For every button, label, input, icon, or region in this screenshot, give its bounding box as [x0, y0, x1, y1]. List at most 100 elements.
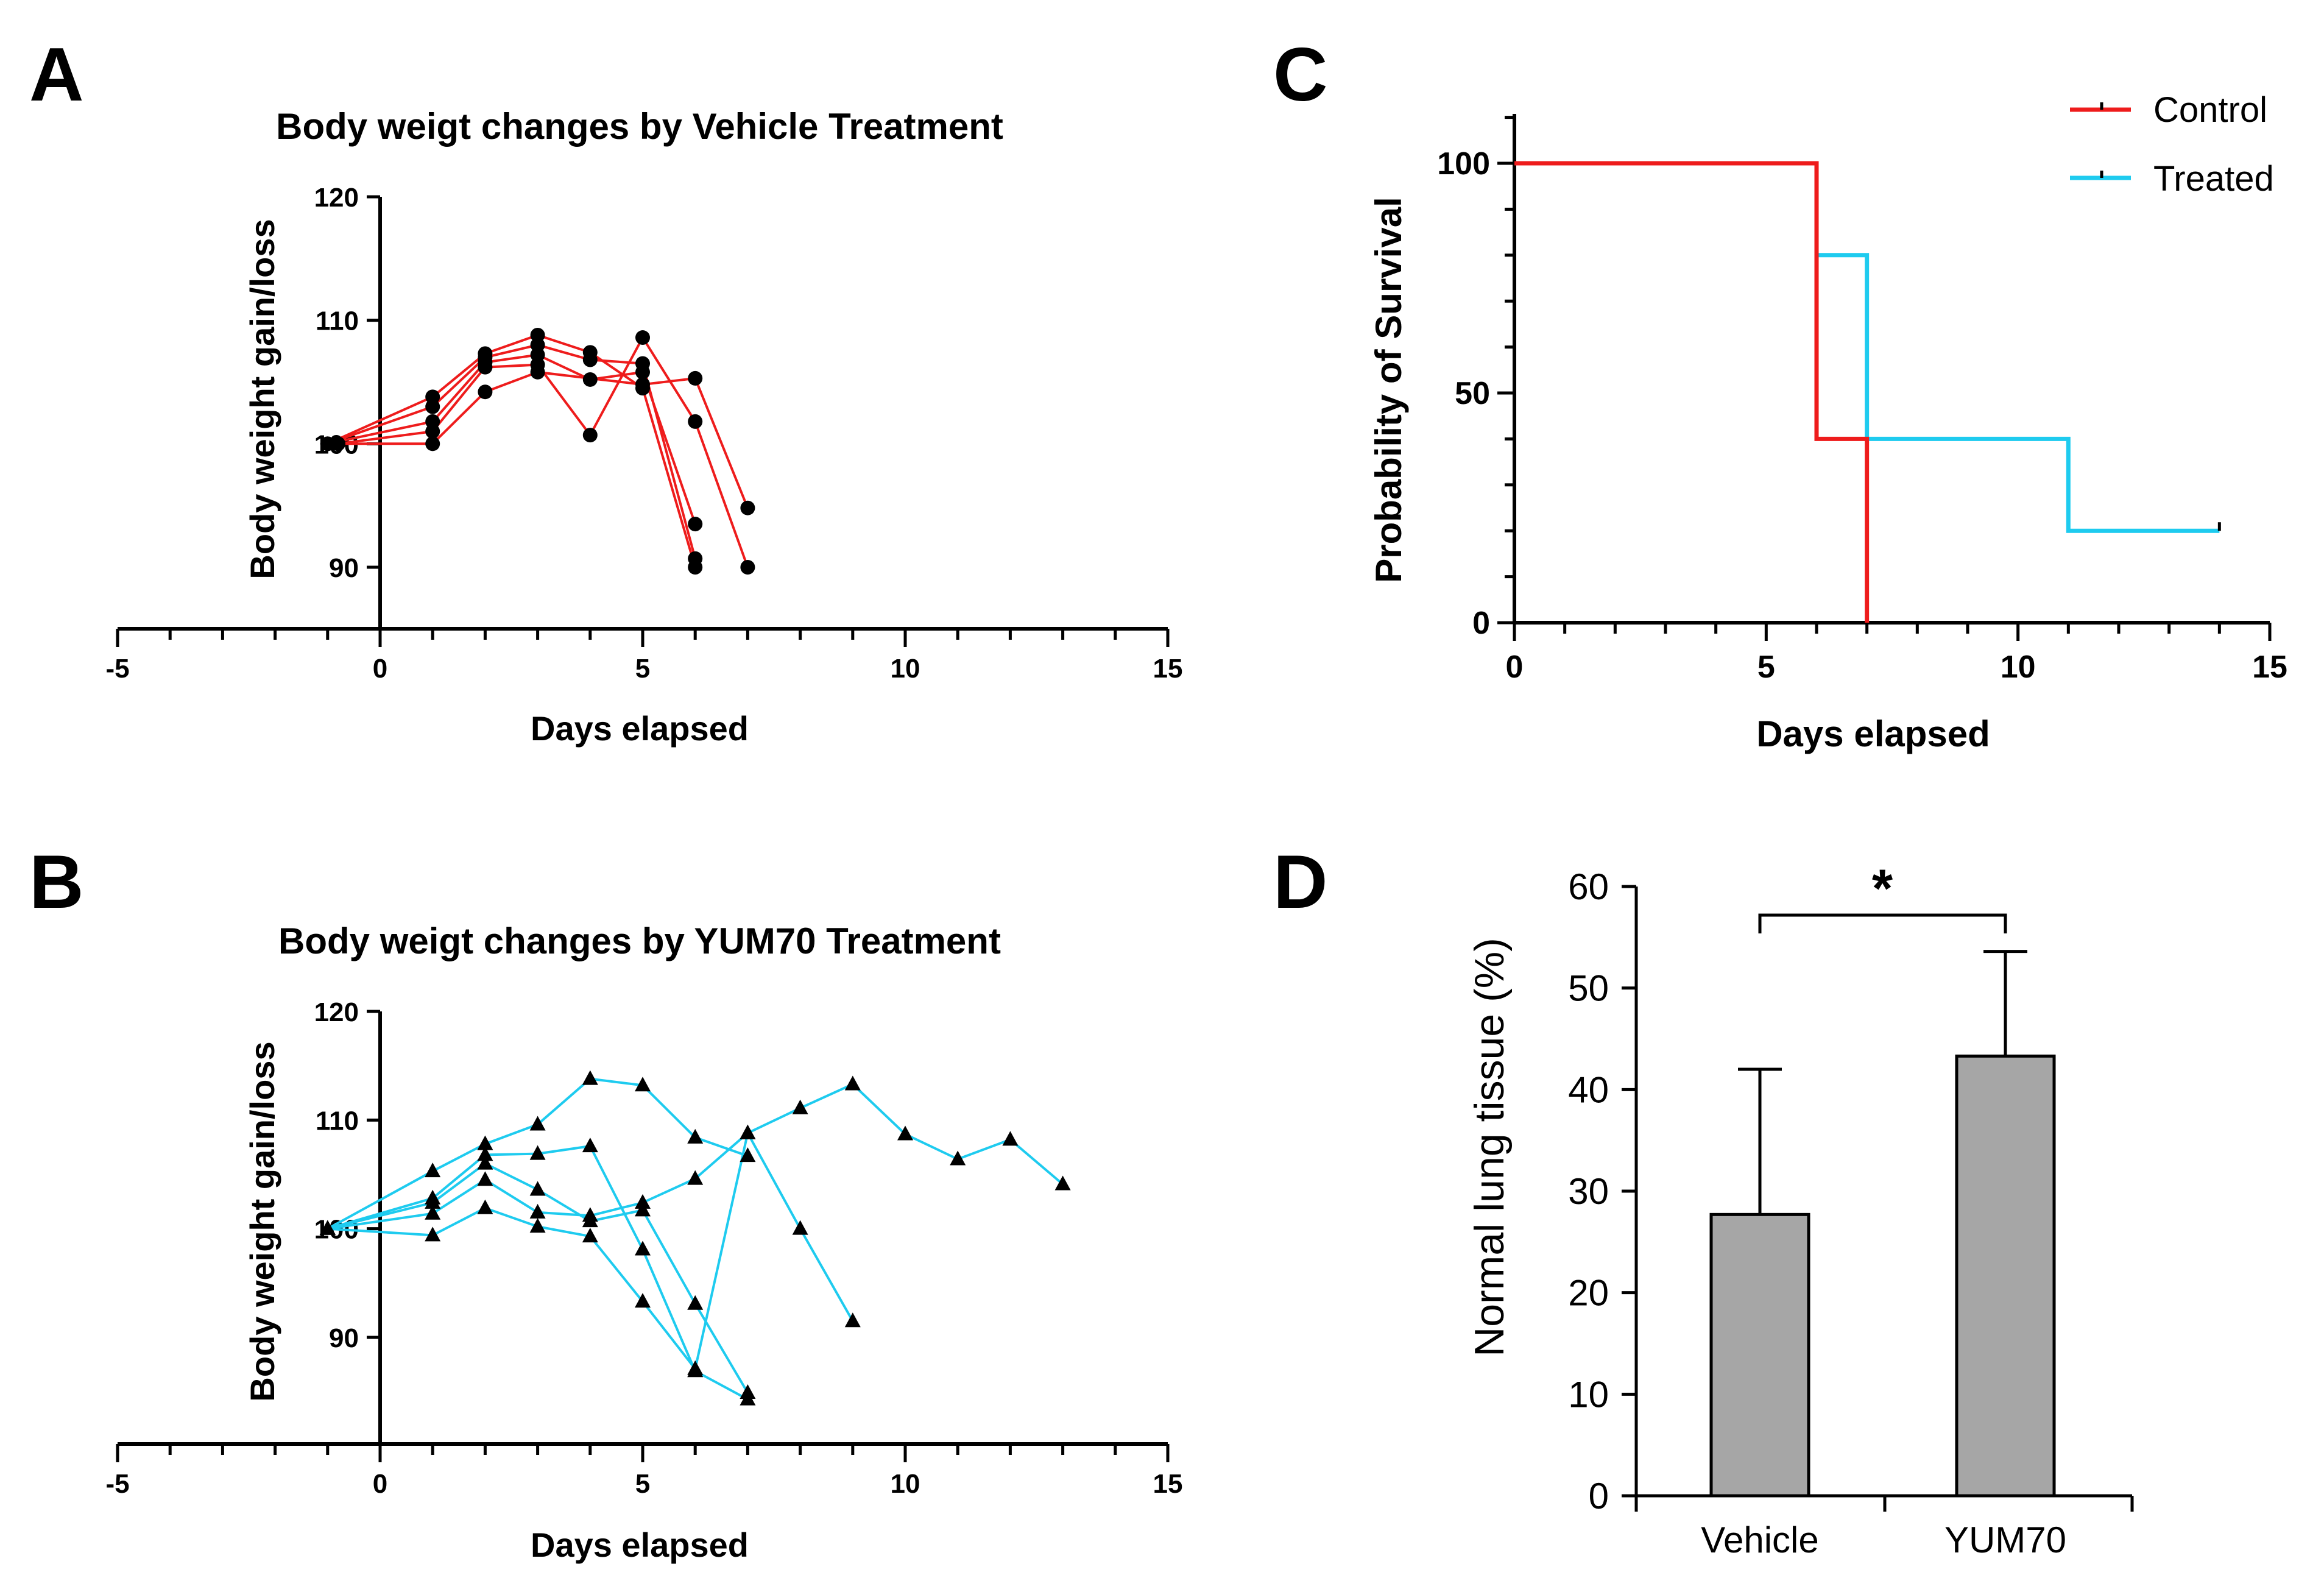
panel-a-data-point	[530, 364, 545, 380]
panel-d-x-tick-label: Vehicle	[1701, 1520, 1818, 1560]
panel-a-data-point	[582, 372, 598, 387]
panel-d-y-tick-label: 30	[1568, 1171, 1609, 1212]
panel-letter-c: C	[1273, 33, 1328, 117]
panel-d-y-tick-label: 40	[1568, 1069, 1609, 1110]
panel-d-y-tick-label: 0	[1589, 1476, 1609, 1516]
panel-b-series-line-5	[327, 1130, 854, 1372]
panel-letter-a: A	[29, 33, 84, 117]
significance-bracket	[1758, 913, 2007, 933]
panel-c-legend: Control Treated	[2070, 90, 2274, 199]
panel-c-x-label: Days elapsed	[1756, 713, 1990, 754]
panel-d-x-tick-label: YUM70	[1944, 1520, 2066, 1560]
panel-b-data-point	[687, 1295, 704, 1310]
panel-b-data-point	[582, 1212, 598, 1228]
panel-b-data-point	[687, 1360, 704, 1375]
panel-b-data-point	[635, 1240, 651, 1256]
panel-b-data-point	[687, 1128, 704, 1144]
panel-b-data-point	[582, 1228, 598, 1243]
panel-a-x-label: Days elapsed	[531, 709, 749, 748]
panel-a-data-point	[425, 399, 440, 414]
significance-star: *	[1872, 858, 1893, 918]
panel-d-bar-vehicle	[1709, 1212, 1810, 1498]
panel-b-series-line-3	[327, 1083, 1064, 1230]
panel-b-y-tick-label: 90	[329, 1323, 359, 1353]
panel-a-y-tick-label: 120	[314, 183, 359, 213]
panel-b-data-point	[425, 1226, 441, 1242]
panel-b-series	[319, 1070, 1071, 1406]
panel-d-y-tick-label: 20	[1568, 1273, 1609, 1314]
panel-letter-d: D	[1273, 840, 1328, 924]
panel-b-data-point	[477, 1171, 493, 1186]
panel-a-data-point	[331, 436, 346, 451]
legend-control-label: Control	[2153, 90, 2267, 130]
panel-a-data-point	[635, 364, 650, 380]
panel-d-y-tick-label: 50	[1568, 968, 1609, 1009]
panel-b-y-tick-label: 120	[314, 997, 359, 1027]
panel-a-data-point	[688, 551, 703, 566]
panel-d-y-tick-label: 10	[1568, 1374, 1609, 1415]
panel-b-data-point	[844, 1075, 861, 1091]
panel-b-x-tick-label: 0	[373, 1469, 387, 1499]
panel-b-data-point	[687, 1170, 704, 1185]
panel-b-series-line-1	[327, 1077, 749, 1230]
panel-a-data-point	[740, 500, 755, 515]
panel-a-data-point	[635, 330, 650, 345]
panel-c-x-tick-label: 15	[2252, 649, 2287, 685]
panel-b-data-point	[792, 1220, 808, 1235]
panel-b-data-point	[635, 1201, 651, 1217]
panel-d-y-tick-label: 60	[1568, 866, 1609, 907]
panel-b-data-point	[477, 1146, 493, 1161]
panel-b-data-point	[792, 1099, 808, 1114]
panel-b-data-point	[740, 1384, 756, 1399]
panel-b-data-point	[529, 1203, 546, 1219]
panel-a-data-point	[688, 414, 703, 429]
panel-b-data-point	[635, 1194, 651, 1209]
panel-c-survival-curve-control	[1514, 161, 1870, 623]
panel-d-axes: 0 10 20 30 40 50 60 Vehicle YUM70	[1568, 866, 2134, 1560]
panel-b-data-point	[1002, 1131, 1019, 1146]
panel-a-data-point	[688, 370, 703, 386]
panel-c-y-tick-label: 100	[1437, 146, 1490, 182]
panel-b-data-point	[529, 1218, 546, 1233]
panel-b-y-label: Body weight gain/loss	[243, 1041, 281, 1401]
panel-a-x-tick-label: 10	[891, 654, 920, 684]
panel-a-y-label: Body weight gain/loss	[243, 219, 281, 579]
panel-c-y-label: Probability of Survival	[1368, 197, 1409, 583]
panel-c-y-tick-label: 50	[1455, 376, 1490, 411]
panel-a-series	[320, 327, 755, 575]
panel-b-x-tick-label: -5	[105, 1469, 129, 1499]
panel-a-data-point	[740, 560, 755, 575]
panel-d-bar-yum70	[1955, 1054, 2056, 1498]
panel-a-title: Body weigt changes by Vehicle Treatment	[276, 106, 1003, 147]
panel-d-y-label: Normal lung tissue (%)	[1466, 938, 1513, 1357]
legend-treated-label: Treated	[2153, 159, 2274, 199]
panel-a-data-point	[582, 352, 598, 367]
panel-b-data-point	[529, 1145, 546, 1160]
panel-b-data-point	[529, 1181, 546, 1196]
panel-b-data-point	[529, 1116, 546, 1131]
panel-b-x-tick-label: 10	[891, 1469, 920, 1499]
panel-b-data-point	[582, 1070, 598, 1085]
panel-b-data-point	[635, 1077, 651, 1092]
panel-a-x-tick-label: 0	[373, 654, 387, 684]
panel-b-y-tick-label: 110	[316, 1106, 359, 1136]
panel-a-y-tick-label: 90	[329, 553, 359, 583]
panel-b-data-point	[425, 1163, 441, 1178]
panel-b-data-point	[740, 1147, 756, 1163]
panel-c-axes: 0 5 10 15 0 50 100	[1437, 114, 2287, 685]
panel-b-data-point	[425, 1205, 441, 1220]
panel-b-data-point	[950, 1150, 966, 1166]
panel-a-data-point	[478, 359, 493, 375]
panel-a-data-point	[425, 436, 440, 451]
panel-a-series-line-4	[337, 335, 749, 568]
panel-c-x-tick-label: 0	[1506, 649, 1524, 685]
panel-b-data-point	[1054, 1175, 1071, 1191]
panel-a-series-line-5	[338, 370, 749, 509]
panel-c-x-tick-label: 5	[1757, 649, 1775, 685]
panel-a-data-point	[320, 436, 335, 451]
panel-a-data-point	[635, 377, 650, 392]
panel-b-series-line-2	[327, 1144, 749, 1401]
panel-b-series-line-4	[327, 1162, 749, 1393]
